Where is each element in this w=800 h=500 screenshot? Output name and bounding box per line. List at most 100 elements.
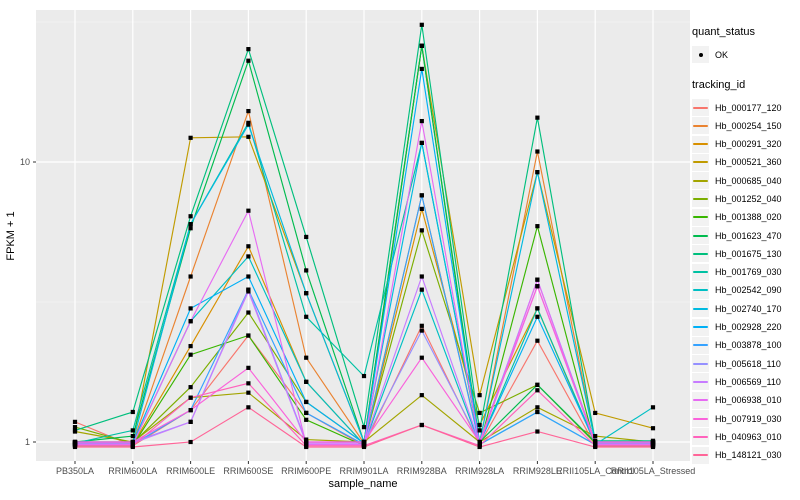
data-point [188, 274, 193, 279]
legend-item: Hb_000685_040 [692, 172, 798, 190]
data-point [304, 439, 309, 445]
data-point [246, 274, 251, 279]
legend-item-label: Hb_006938_010 [715, 395, 782, 406]
x-tick-label: RRII105LA_Stressed [611, 466, 696, 476]
legend-panel: quant_status OK tracking_id Hb_000177_12… [692, 26, 798, 465]
y-tick-label: 1 [25, 437, 30, 447]
data-point [535, 277, 540, 282]
data-point [246, 254, 251, 259]
legend-key-swatch [692, 99, 709, 116]
legend-item: Hb_001252_040 [692, 190, 798, 208]
data-point [188, 135, 193, 140]
data-point [650, 444, 656, 450]
data-point [361, 439, 367, 445]
data-point [477, 428, 482, 433]
legend-line-icon [693, 197, 708, 200]
data-point [188, 419, 193, 424]
data-point [535, 314, 540, 319]
y-axis-title: FPKM + 1 [5, 211, 17, 261]
data-point [246, 381, 251, 386]
legend-item: Hb_001675_130 [692, 245, 798, 263]
legend-item: Hb_001388_020 [692, 208, 798, 226]
data-point [419, 287, 424, 292]
data-point [304, 314, 309, 319]
legend-key-swatch [692, 172, 709, 190]
data-point [535, 170, 540, 175]
plot-panel [36, 10, 690, 461]
legend-line-icon [693, 124, 708, 127]
legend-key-swatch [692, 190, 709, 208]
tracking-id-legend-entries: Hb_000177_120 Hb_000254_150 Hb_000291_320 H… [692, 99, 798, 464]
data-point [130, 409, 135, 415]
x-tick-label: RRIM928LE [513, 466, 562, 476]
data-point [477, 422, 482, 428]
legend-item: Hb_001623_470 [692, 227, 798, 245]
legend-item-label: Hb_000521_360 [715, 157, 782, 168]
legend-item: Hb_002740_170 [692, 300, 798, 318]
data-point [477, 444, 482, 450]
data-point [650, 405, 656, 410]
data-point [419, 66, 424, 72]
legend-item-label: Hb_006569_110 [715, 376, 781, 387]
data-point [188, 439, 193, 445]
legend-item: Hb_001769_030 [692, 263, 798, 281]
data-point [188, 407, 193, 413]
legend-item: Hb_000291_320 [692, 135, 798, 153]
data-point [477, 410, 482, 416]
data-point [535, 306, 540, 311]
data-point [246, 365, 251, 370]
data-point [246, 390, 251, 395]
data-point [130, 428, 135, 433]
legend-line-icon [693, 344, 708, 347]
legend-key-swatch [692, 227, 709, 245]
data-point [304, 234, 309, 240]
legend-item-ok: OK [692, 46, 798, 63]
legend-item-label: Hb_002542_090 [715, 285, 782, 296]
data-point [72, 428, 78, 433]
data-point [304, 379, 309, 384]
y-tick-label: 10 [20, 157, 30, 167]
data-point [361, 444, 367, 450]
legend-key-swatch [692, 373, 709, 391]
legend-item-label: Hb_000254_150 [715, 120, 782, 131]
legend-line-icon [693, 234, 708, 237]
data-point [188, 319, 193, 324]
x-axis-title: sample_name [328, 478, 398, 490]
data-point [246, 58, 251, 63]
legend-key-swatch [692, 117, 709, 135]
legend-key-swatch [692, 410, 709, 428]
data-point [130, 444, 135, 450]
data-point [419, 22, 424, 27]
x-tick-label: RRIM928LA [455, 466, 504, 476]
legend-item-label: Hb_040963_010 [715, 431, 782, 442]
legend-key-swatch [692, 446, 709, 464]
data-point [188, 214, 193, 219]
legend-item-label: Hb_001252_040 [715, 193, 782, 204]
data-point [304, 355, 309, 360]
legend-line-icon [693, 307, 708, 310]
data-point [72, 419, 78, 424]
legend-item: Hb_000521_360 [692, 153, 798, 171]
legend-item-label: Hb_000291_320 [715, 139, 782, 150]
data-point [419, 393, 424, 398]
data-point [535, 409, 540, 415]
legend-item: Hb_005618_110 [692, 355, 798, 373]
data-point [304, 444, 309, 450]
legend-line-icon [693, 435, 708, 438]
legend-line-icon [693, 216, 708, 219]
data-point [304, 268, 309, 273]
data-point [535, 405, 540, 410]
data-point [419, 43, 424, 48]
legend-item-label: Hb_000177_120 [715, 102, 782, 113]
data-point [246, 289, 251, 294]
data-point [304, 399, 309, 405]
x-tick-label: RRIM600SE [223, 466, 273, 476]
data-point [304, 437, 309, 442]
legend-line-icon [693, 161, 708, 164]
data-point [419, 323, 424, 328]
data-point [535, 284, 540, 289]
data-point [72, 444, 78, 450]
data-point [246, 333, 251, 338]
